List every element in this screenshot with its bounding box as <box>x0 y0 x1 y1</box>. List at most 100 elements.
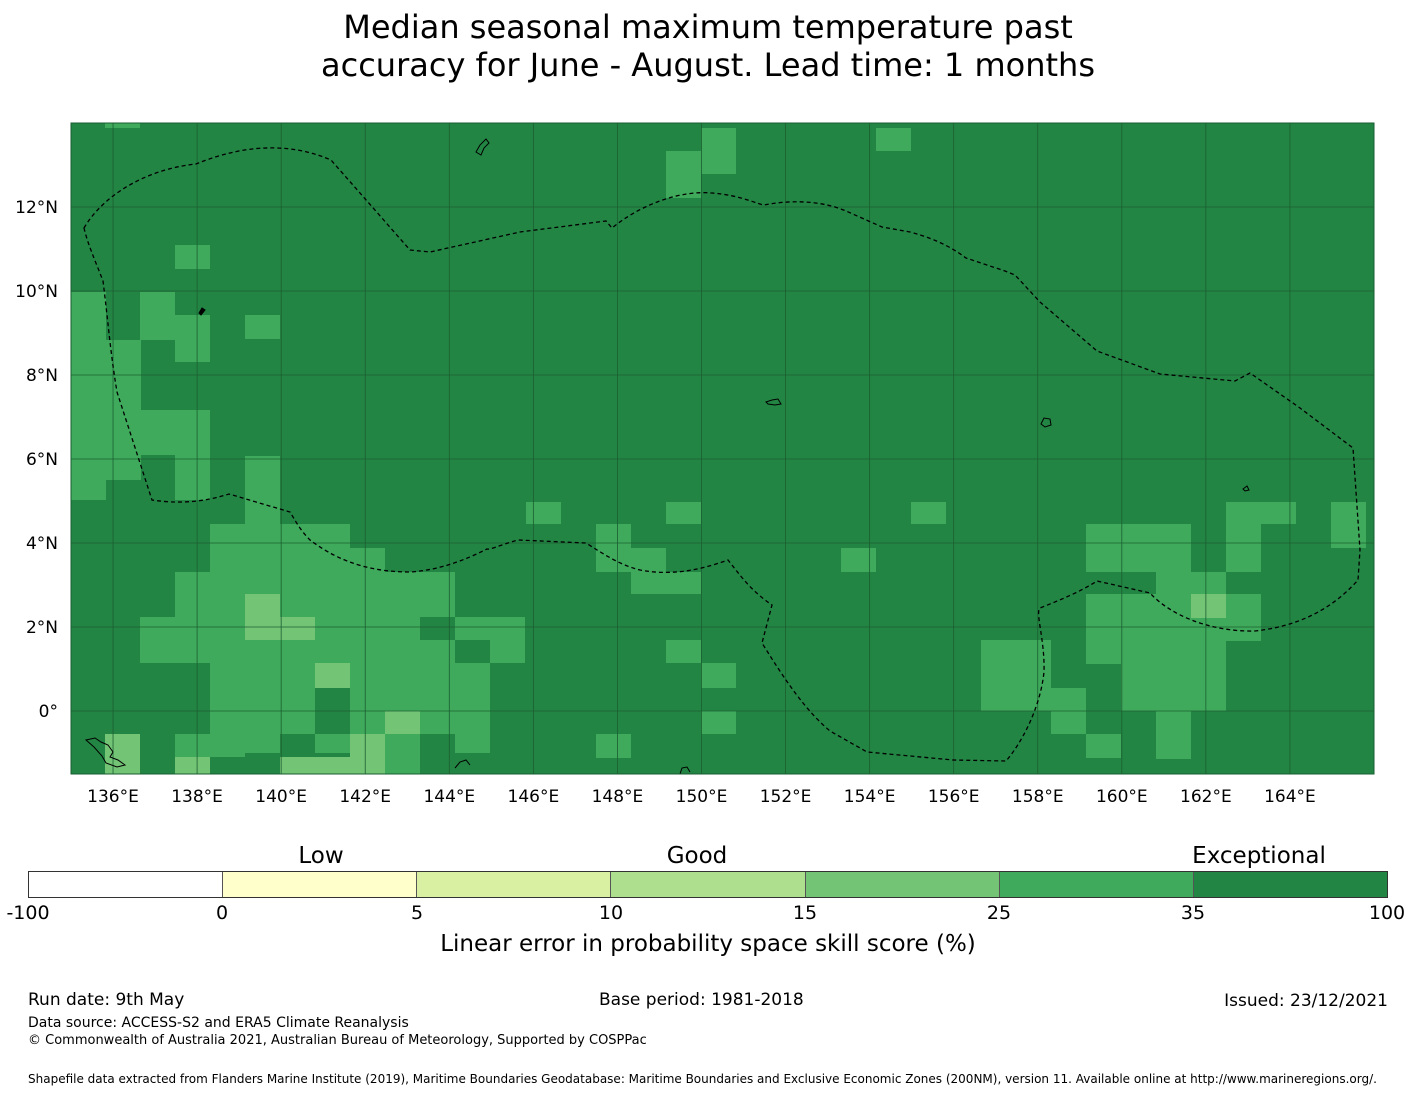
skill-cell <box>1226 594 1261 641</box>
colorbar-segment <box>29 872 224 897</box>
colorbar-tick: 25 <box>986 902 1012 924</box>
island-outline <box>1040 417 1052 428</box>
colorbar-tick: 100 <box>1368 902 1406 924</box>
base-period: Base period: 1981-2018 <box>599 990 804 1010</box>
longitude-label: 154°E <box>844 787 896 807</box>
colorbar-segment <box>1193 872 1387 897</box>
colorbar-tick: 10 <box>598 902 624 924</box>
longitude-label: 160°E <box>1096 787 1148 807</box>
skill-cell <box>280 617 315 640</box>
colorbar-tick: 15 <box>792 902 818 924</box>
skill-cell <box>1156 572 1226 595</box>
island-outline <box>84 737 127 768</box>
skill-cell <box>420 617 455 640</box>
longitude-label: 152°E <box>760 787 812 807</box>
colorbar-tick: 5 <box>410 902 424 924</box>
skill-cell <box>666 640 701 663</box>
skill-cell <box>455 640 490 663</box>
colorbar-tick: -100 <box>6 902 50 924</box>
longitude-label: 146°E <box>508 787 560 807</box>
colorbar-segment <box>611 872 806 897</box>
skill-cell <box>175 315 210 362</box>
longitude-label: 138°E <box>171 787 223 807</box>
colorbar-segment <box>417 872 612 897</box>
skill-cell <box>385 711 420 734</box>
graticule <box>71 123 1374 774</box>
skill-cell <box>631 572 701 594</box>
map-title-line-1: Median seasonal maximum temperature past <box>343 8 1073 46</box>
skill-cell <box>1051 711 1086 734</box>
category-low: Low <box>298 843 344 869</box>
latitude-label: 4°N <box>26 534 58 554</box>
longitude-label: 164°E <box>1264 787 1316 807</box>
colorbar-segment <box>999 872 1194 897</box>
skill-cell <box>1331 502 1366 548</box>
skill-cell <box>526 502 561 524</box>
longitude-label: 142°E <box>339 787 391 807</box>
run-date: Run date: 9th May <box>28 990 185 1010</box>
skill-cell <box>350 734 385 774</box>
skill-cell <box>1226 524 1261 572</box>
longitude-label: 150°E <box>676 787 728 807</box>
eez-boundary <box>83 147 1361 762</box>
longitude-labels: 136°E 138°E 140°E 142°E 144°E 146°E 148°E 150°E… <box>87 787 1316 807</box>
longitude-label: 148°E <box>592 787 644 807</box>
skill-cell <box>1226 502 1296 524</box>
skill-cell <box>175 245 210 269</box>
skill-cell <box>631 548 666 572</box>
skill-cell <box>105 734 140 774</box>
skill-cell <box>280 734 315 756</box>
skill-cell <box>841 548 876 572</box>
skill-cell <box>315 663 350 688</box>
colorbar-tick: 0 <box>215 902 229 924</box>
longitude-label: 144°E <box>423 787 475 807</box>
latitude-label: 6°N <box>26 450 58 470</box>
map-title-line-2: accuracy for June - August. Lead time: 1… <box>321 46 1095 84</box>
skill-cell <box>876 128 911 151</box>
skill-cell <box>1086 524 1191 572</box>
colorbar-tick: 35 <box>1180 902 1206 924</box>
skill-cell <box>1156 711 1191 759</box>
skill-cell <box>701 711 736 734</box>
data-source: Data source: ACCESS-S2 and ERA5 Climate … <box>28 1015 409 1031</box>
island-outline <box>765 398 782 406</box>
skill-cell <box>280 757 350 774</box>
skill-cell <box>175 432 210 500</box>
island-outline <box>454 759 471 769</box>
longitude-label: 136°E <box>87 787 139 807</box>
land-outlines <box>84 138 1250 775</box>
skill-cells <box>71 123 1366 774</box>
skill-cell <box>701 151 736 174</box>
skill-cell <box>1191 594 1226 618</box>
latitude-label: 2°N <box>26 618 58 638</box>
skill-cell <box>245 594 280 640</box>
skill-cell <box>981 640 1051 688</box>
skill-cell <box>1121 663 1226 711</box>
latitude-label: 0° <box>39 702 58 722</box>
island-outline <box>475 138 490 156</box>
category-exceptional: Exceptional <box>1192 843 1326 869</box>
latitude-label: 10°N <box>15 282 58 302</box>
latitude-label: 12°N <box>15 198 58 218</box>
skill-cell <box>350 548 385 572</box>
colorbar <box>28 871 1388 898</box>
skill-cell <box>701 663 736 688</box>
island-outline <box>198 307 206 316</box>
skill-score-map: 136°E 138°E 140°E 142°E 144°E 146°E 148°E 150°E… <box>15 122 1375 807</box>
skill-cell <box>981 688 1086 711</box>
skill-cell <box>140 292 175 340</box>
skill-cell <box>1086 734 1121 758</box>
category-good: Good <box>666 843 728 869</box>
latitude-labels: 12°N 10°N 8°N 6°N 4°N 2°N 0° <box>15 198 58 722</box>
skill-cell <box>175 757 210 774</box>
skill-cell <box>666 151 701 198</box>
skill-cell <box>140 734 175 757</box>
skill-cell <box>666 502 701 524</box>
skill-cell <box>596 524 631 572</box>
skill-cell <box>385 594 455 617</box>
longitude-label: 162°E <box>1180 787 1232 807</box>
colorbar-label: Linear error in probability space skill … <box>440 931 976 957</box>
skill-cell <box>596 734 631 758</box>
skill-cell <box>245 315 280 339</box>
skill-cell <box>71 292 106 340</box>
